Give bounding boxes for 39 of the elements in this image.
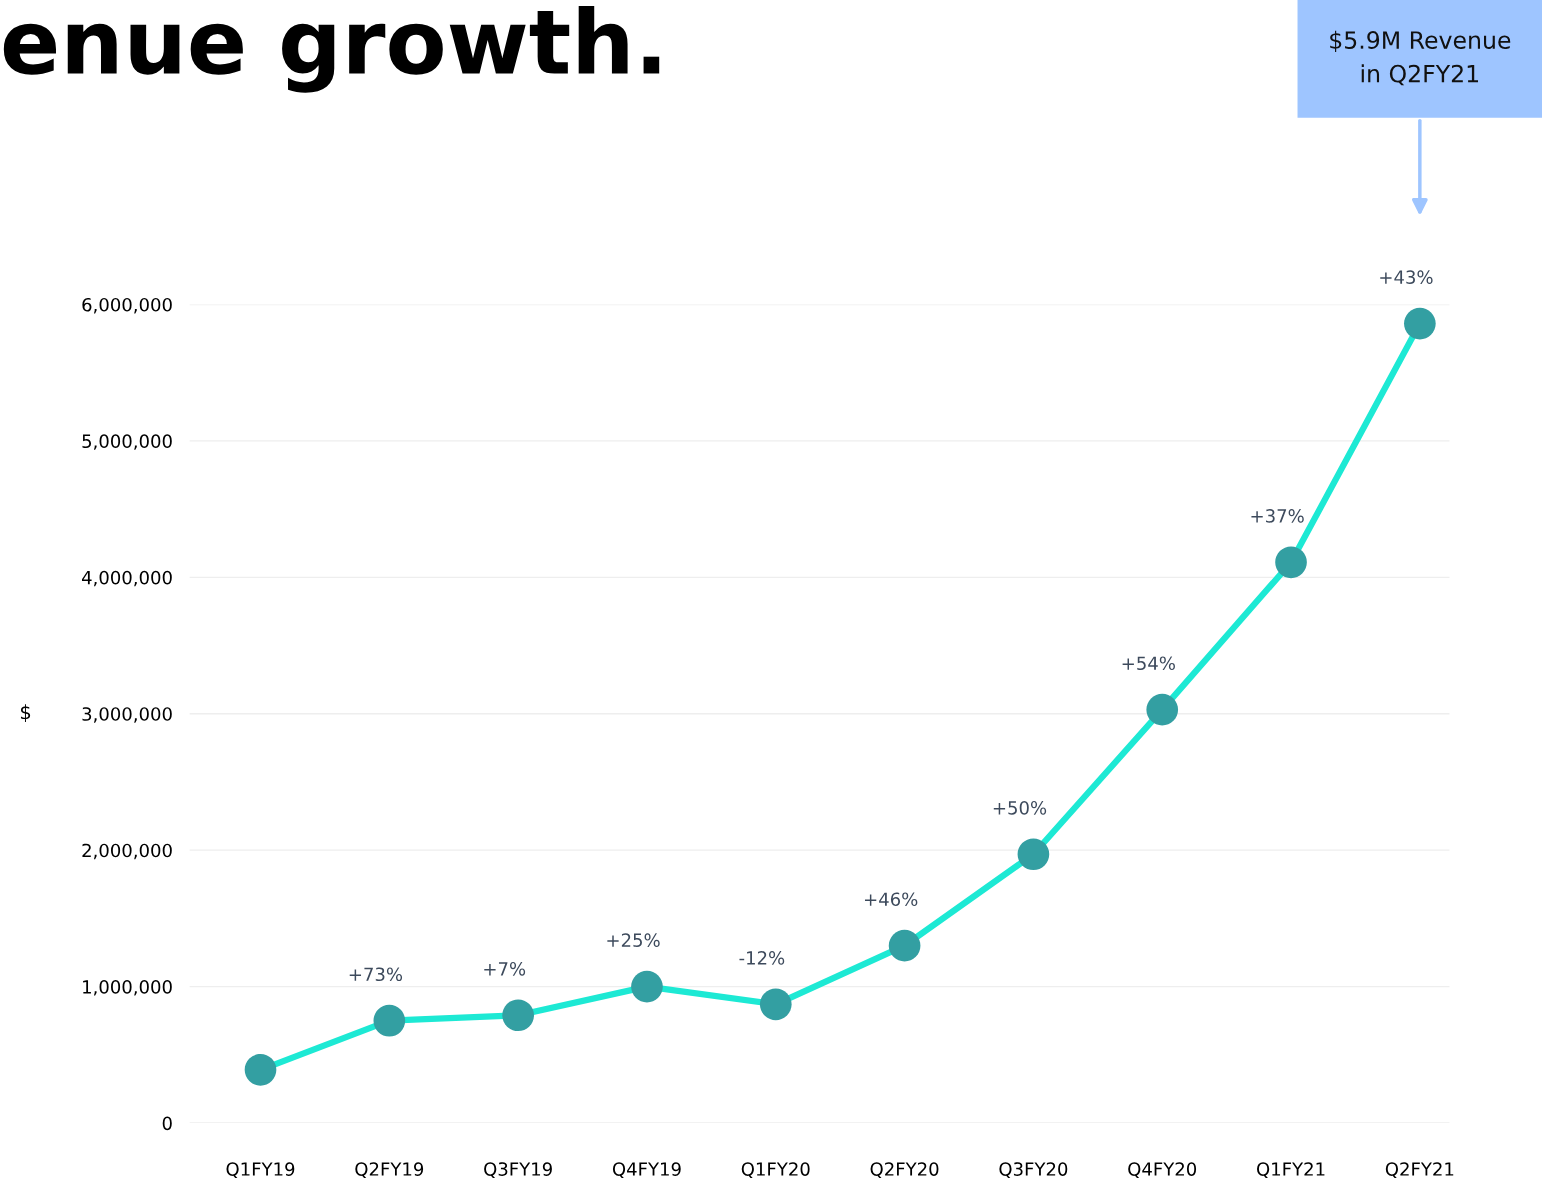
x-tick-label: Q2FY19 <box>355 1162 424 1178</box>
annotation: +50% <box>993 801 1047 815</box>
annotation: +7% <box>484 961 526 976</box>
point <box>244 1053 277 1086</box>
y-tick-label: 3,000,000 <box>82 707 172 723</box>
y-tick-label: 1,000,000 <box>83 980 172 996</box>
point <box>1017 838 1050 871</box>
annotation: +25% <box>607 933 660 947</box>
point <box>631 970 663 1003</box>
x-tick-label: Q2FY20 <box>870 1162 939 1178</box>
y-axis-title: $ <box>20 704 31 722</box>
point <box>759 988 792 1021</box>
point <box>1146 693 1179 726</box>
x-tick-label: Q3FY19 <box>484 1162 552 1178</box>
y-tick-label: 4,000,000 <box>81 570 172 587</box>
x-tick-label: Q4FY19 <box>612 1162 681 1178</box>
x-tick-label: Q4FY20 <box>1128 1162 1197 1178</box>
annotation: +54% <box>1122 656 1175 671</box>
y-tick-label: 6,000,000 <box>82 297 172 314</box>
point <box>888 929 921 962</box>
annotation: +37% <box>1251 509 1304 523</box>
text: $5.9M Revenue in Q2FY21 <box>1330 30 1511 86</box>
annotation: +73% <box>349 967 403 982</box>
point <box>1404 307 1436 340</box>
x-tick-label: Q3FY20 <box>999 1162 1068 1178</box>
annotation: -12% <box>739 951 785 965</box>
y-tick-label: 0 <box>162 1116 172 1131</box>
point <box>1275 546 1307 579</box>
y-tick-label: 2,000,000 <box>82 843 172 860</box>
x-tick-label: Q1FY19 <box>226 1162 295 1178</box>
x-tick-label: Q2FY21 <box>1385 1162 1454 1178</box>
annotation: +43% <box>1380 270 1433 284</box>
y-tick-label: 5,000,000 <box>82 434 172 450</box>
point <box>373 1004 406 1037</box>
point <box>502 999 534 1032</box>
x-tick-label: Q1FY21 <box>1257 1162 1325 1178</box>
chart-title: enue growth. <box>3 5 660 93</box>
annotation: +46% <box>864 892 918 907</box>
x-tick-label: Q1FY20 <box>741 1162 810 1178</box>
